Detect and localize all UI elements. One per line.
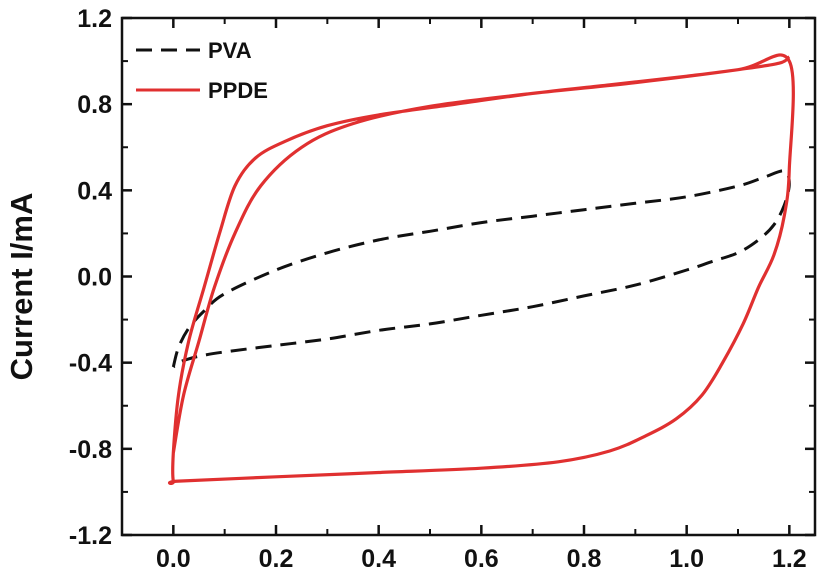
y-tick-label: 1.2 — [77, 5, 112, 33]
x-tick-label: 0.8 — [567, 545, 602, 573]
series-layer — [167, 53, 795, 485]
y-tick-label: -0.8 — [69, 436, 112, 464]
y-tick-label: 0.4 — [77, 177, 112, 205]
y-tick-label: 0.0 — [77, 264, 112, 292]
y-tick-label: -1.2 — [69, 522, 112, 550]
x-tick-label: 1.2 — [772, 545, 807, 573]
x-tick-label: 1.0 — [669, 545, 704, 573]
series-line-pva — [171, 169, 791, 369]
legend: PVA PPDE — [136, 38, 268, 103]
legend-label-pva: PVA — [208, 38, 252, 63]
tick-labels-layer: 0.0 0.2 0.4 0.6 0.8 1.0 1.2 -1.2 -0.8 -0.4 0.0 0.4 0… — [69, 5, 807, 573]
y-tick-label: -0.4 — [69, 350, 112, 378]
legend-label-ppde: PPDE — [208, 78, 268, 103]
x-tick-label: 0.2 — [259, 545, 294, 573]
y-axis-title: Current I/mA — [4, 193, 39, 381]
x-tick-label: 0.0 — [156, 545, 191, 573]
ticks-layer — [122, 16, 815, 537]
x-tick-label: 0.6 — [464, 545, 499, 573]
y-tick-label: 0.8 — [77, 91, 112, 119]
x-tick-label: 0.4 — [361, 545, 396, 573]
series-line-ppde — [167, 53, 795, 485]
